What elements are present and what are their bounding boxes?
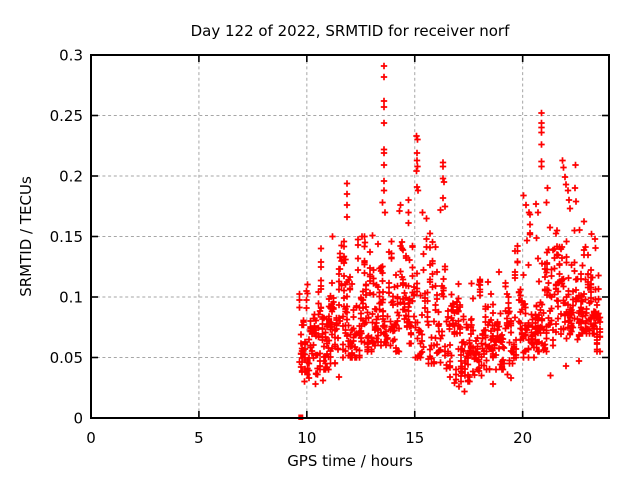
y-tick-label: 0 <box>73 410 83 428</box>
y-tick-label: 0.15 <box>50 228 83 246</box>
x-tick-label: 5 <box>194 429 204 447</box>
y-tick-label: 0.2 <box>59 168 83 186</box>
y-tick-label: 0.25 <box>50 107 83 125</box>
chart-title: Day 122 of 2022, SRMTID for receiver nor… <box>191 22 511 40</box>
x-axis-label: GPS time / hours <box>287 452 413 470</box>
y-tick-label: 0.3 <box>59 47 83 65</box>
y-axis-label: SRMTID / TECUs <box>17 176 35 297</box>
axis-tick-labels: 0 5 10 15 20 0 0.05 0.1 0.15 0.2 0.25 0.3 <box>50 47 533 448</box>
scatter-plus-markers <box>296 62 604 395</box>
x-tick-label: 10 <box>297 429 316 447</box>
x-tick-label: 20 <box>513 429 532 447</box>
x-tick-label: 15 <box>405 429 424 447</box>
x-tick-label: 0 <box>86 429 96 447</box>
y-tick-label: 0.1 <box>59 289 83 307</box>
axis-ticks <box>90 54 609 419</box>
data-points-layer <box>296 62 604 420</box>
y-tick-label: 0.05 <box>50 349 83 367</box>
grid-lines <box>91 55 609 418</box>
